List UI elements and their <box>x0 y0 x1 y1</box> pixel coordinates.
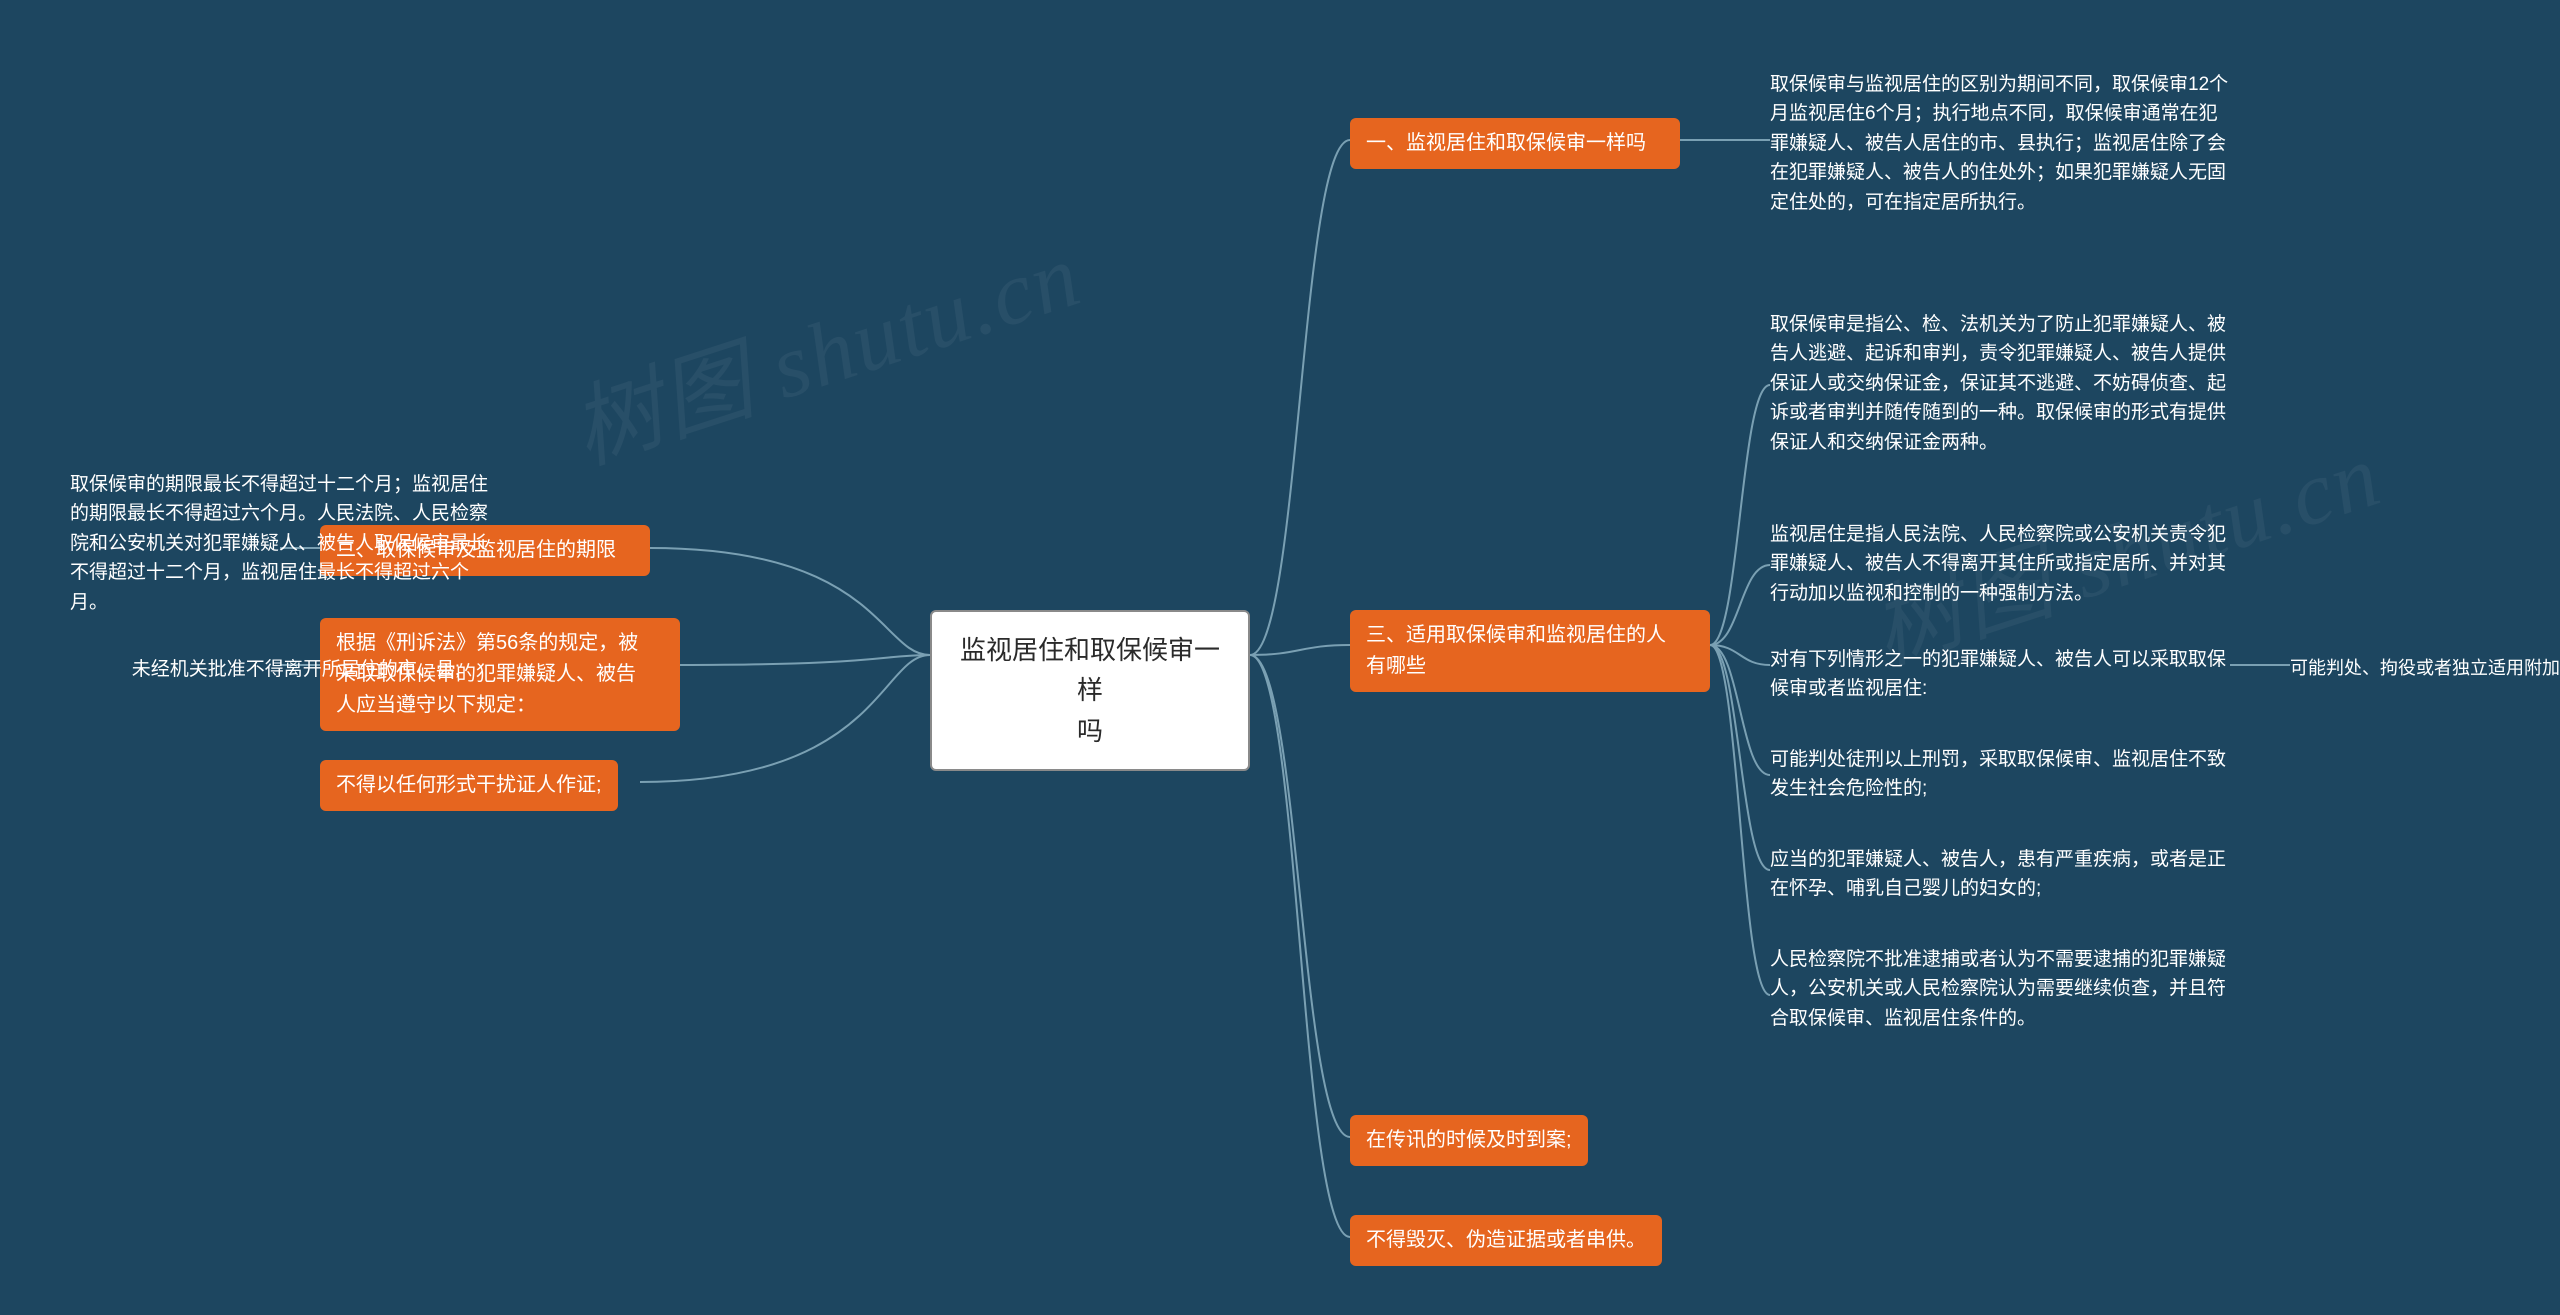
root-label-2: 吗 <box>1077 716 1103 746</box>
branch-3-leaf-3: 可能判处徒刑以上刑罚，采取取保候审、监视居住不致发生社会危险性的; <box>1770 745 2230 804</box>
branch-3-leaf-2: 对有下列情形之一的犯罪嫌疑人、被告人可以采取取保候审或者监视居住: <box>1770 645 2230 704</box>
branch-2-leaf: 取保候审的期限最长不得超过十二个月；监视居住的期限最长不得超过六个月。人民法院、… <box>70 470 490 617</box>
branch-3-leaf-2-text: 对有下列情形之一的犯罪嫌疑人、被告人可以采取取保候审或者监视居住: <box>1770 649 2226 699</box>
branch-6-leaf-text: 未经机关批准不得离开所居住的市、县; <box>132 659 460 680</box>
branch-1-leaf: 取保候审与监视居住的区别为期间不同，取保候审12个月监视居住6个月；执行地点不同… <box>1770 70 2230 217</box>
branch-4-label: 在传讯的时候及时到案; <box>1366 1129 1572 1151</box>
branch-3-leaf-1: 监视居住是指人民法院、人民检察院或公安机关责令犯罪嫌疑人、被告人不得离开其住所或… <box>1770 520 2230 608</box>
branch-1-leaf-text: 取保候审与监视居住的区别为期间不同，取保候审12个月监视居住6个月；执行地点不同… <box>1770 74 2228 213</box>
branch-6-leaf: 未经机关批准不得离开所居住的市、县; <box>90 655 460 684</box>
branch-6-label-3: 人应当遵守以下规定： <box>336 694 536 716</box>
root-node: 监视居住和取保候审一样 吗 <box>930 610 1250 771</box>
branch-7: 不得以任何形式干扰证人作证; <box>320 760 618 811</box>
branch-1: 一、监视居住和取保候审一样吗 <box>1350 118 1680 169</box>
branch-7-label: 不得以任何形式干扰证人作证; <box>336 774 602 796</box>
branch-3: 三、适用取保候审和监视居住的人 有哪些 <box>1350 610 1710 692</box>
branch-3-label-1: 三、适用取保候审和监视居住的人 <box>1366 624 1666 646</box>
watermark: 树图 shutu.cn <box>553 202 1094 488</box>
branch-3-leaf-5-text: 人民检察院不批准逮捕或者认为不需要逮捕的犯罪嫌疑人，公安机关或人民检察院认为需要… <box>1770 949 2226 1029</box>
branch-3-leaf-5: 人民检察院不批准逮捕或者认为不需要逮捕的犯罪嫌疑人，公安机关或人民检察院认为需要… <box>1770 945 2230 1033</box>
branch-5-label: 不得毁灭、伪造证据或者串供。 <box>1366 1229 1646 1251</box>
branch-6-label-1: 根据《刑诉法》第56条的规定，被 <box>336 632 638 654</box>
branch-3-leaf-1-text: 监视居住是指人民法院、人民检察院或公安机关责令犯罪嫌疑人、被告人不得离开其住所或… <box>1770 524 2226 604</box>
branch-3-label-2: 有哪些 <box>1366 655 1426 677</box>
branch-3-leaf-2-child-text: 可能判处、拘役或者独立适用附加刑的; <box>2290 658 2560 678</box>
branch-3-leaf-4-text: 应当的犯罪嫌疑人、被告人，患有严重疾病，或者是正在怀孕、哺乳自己婴儿的妇女的; <box>1770 849 2226 899</box>
branch-5: 不得毁灭、伪造证据或者串供。 <box>1350 1215 1662 1266</box>
branch-3-leaf-0-text: 取保候审是指公、检、法机关为了防止犯罪嫌疑人、被告人逃避、起诉和审判，责令犯罪嫌… <box>1770 314 2226 453</box>
branch-3-leaf-2-child: 可能判处、拘役或者独立适用附加刑的; <box>2290 655 2560 683</box>
root-label-1: 监视居住和取保候审一样 <box>960 635 1220 705</box>
branch-4: 在传讯的时候及时到案; <box>1350 1115 1588 1166</box>
branch-1-label: 一、监视居住和取保候审一样吗 <box>1366 132 1646 154</box>
branch-3-leaf-0: 取保候审是指公、检、法机关为了防止犯罪嫌疑人、被告人逃避、起诉和审判，责令犯罪嫌… <box>1770 310 2230 457</box>
branch-2-leaf-text: 取保候审的期限最长不得超过十二个月；监视居住的期限最长不得超过六个月。人民法院、… <box>70 474 488 613</box>
branch-3-leaf-4: 应当的犯罪嫌疑人、被告人，患有严重疾病，或者是正在怀孕、哺乳自己婴儿的妇女的; <box>1770 845 2230 904</box>
branch-3-leaf-3-text: 可能判处徒刑以上刑罚，采取取保候审、监视居住不致发生社会危险性的; <box>1770 749 2226 799</box>
